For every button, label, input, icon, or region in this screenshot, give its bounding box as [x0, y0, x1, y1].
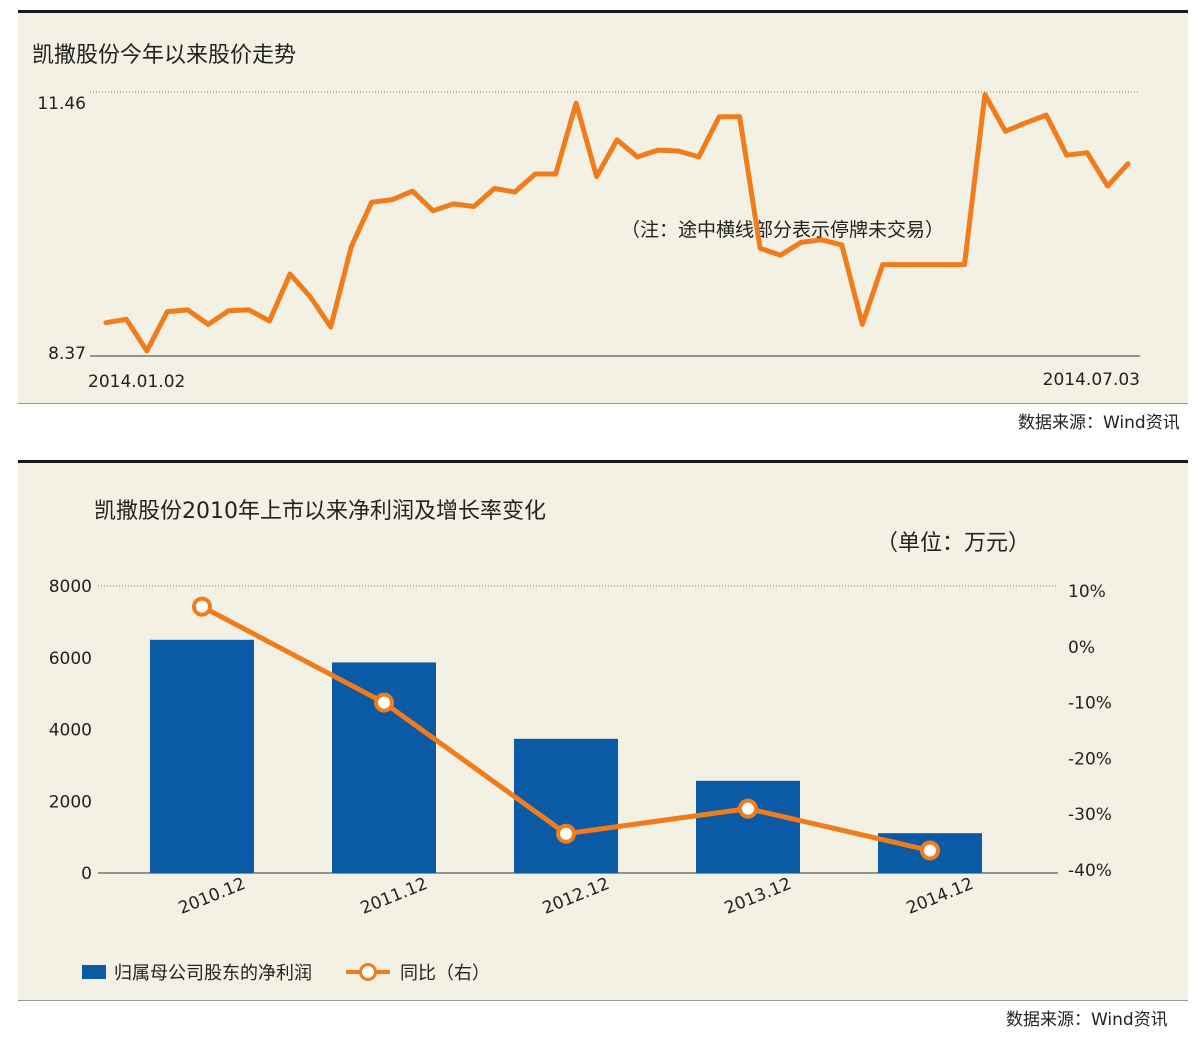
left-y-tick-label: 6000: [49, 649, 92, 669]
x-tick-label: 2014.12: [904, 874, 977, 919]
right-y-tick-label: 0%: [1068, 638, 1095, 658]
profit-bar: [150, 639, 254, 873]
yoy-point: [556, 823, 576, 844]
chart1-source: 数据来源：Wind资讯: [1018, 413, 1180, 433]
profit-chart-title: 凯撒股份2010年上市以来净利润及增长率变化: [94, 499, 546, 524]
net-profit-chart: 0 2000 4000 6000 8000 10% 0% -10% -20% -30% -40% 20…: [49, 577, 1112, 919]
chart2-source: 数据来源：Wind资讯: [1006, 1010, 1168, 1030]
left-y-tick-label: 0: [81, 864, 92, 884]
profit-bar: [696, 780, 800, 873]
net-profit-panel: 凯撒股份2010年上市以来净利润及增长率变化 （单位：万元） 0 2000 4000…: [18, 460, 1188, 1001]
yoy-point: [738, 798, 758, 819]
x-tick-label: 2010.12: [176, 874, 249, 919]
legend-line-label: 同比（右）: [400, 963, 490, 984]
legend-bar-swatch: [82, 965, 106, 979]
right-y-tick-label: -20%: [1068, 749, 1112, 769]
left-y-tick-label: 2000: [49, 792, 92, 812]
y-tick-label-top: 11.46: [37, 94, 86, 114]
chart1-note: （注：途中横线部分表示停牌未交易）: [621, 219, 944, 241]
stock-price-panel: 凯撒股份今年以来股价走势 （注：途中横线部分表示停牌未交易） 11.46 8.37…: [18, 10, 1188, 404]
right-y-tick-label: -40%: [1068, 861, 1112, 881]
left-y-tick-label: 8000: [49, 577, 92, 597]
x-tick-label-end: 2014.07.03: [1043, 370, 1140, 390]
yoy-point: [374, 692, 394, 713]
legend-line-icon: [346, 962, 390, 982]
yoy-point: [920, 840, 940, 861]
yoy-point: [192, 596, 212, 617]
x-tick-label: 2012.12: [540, 874, 613, 919]
unit-label: （单位：万元）: [876, 531, 1031, 556]
chart2-legend: 归属母公司股东的净利润 同比（右）: [82, 959, 490, 985]
price-line: [103, 92, 1131, 354]
y-tick-label-bottom: 8.37: [48, 344, 86, 364]
left-y-tick-label: 4000: [49, 721, 92, 741]
x-tick-label: 2013.12: [722, 874, 795, 919]
right-y-tick-label: 10%: [1068, 582, 1106, 602]
x-tick-label: 2011.12: [358, 874, 431, 919]
x-tick-label-start: 2014.01.02: [88, 372, 185, 392]
stock-chart-title: 凯撒股份今年以来股价走势: [32, 43, 297, 68]
legend-bar-label: 归属母公司股东的净利润: [114, 963, 312, 984]
right-y-tick-label: -10%: [1068, 694, 1112, 714]
right-y-tick-label: -30%: [1068, 805, 1112, 825]
